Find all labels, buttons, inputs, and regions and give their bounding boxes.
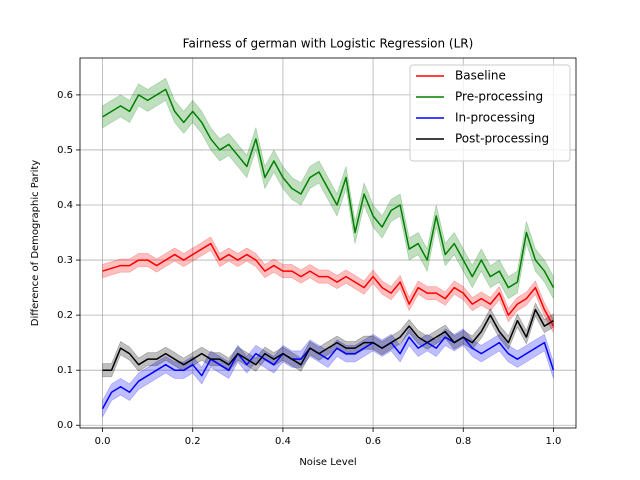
confidence-band [102, 328, 554, 418]
axes-frame [79, 57, 577, 429]
y-tick-label: 0.1 [57, 365, 73, 376]
confidence-band [102, 236, 554, 333]
confidence-band [102, 302, 554, 378]
legend-label: Post-processing [455, 132, 549, 146]
y-tick-label: 0.2 [57, 310, 73, 321]
series-line [102, 308, 554, 371]
x-tick-label: 0.4 [275, 436, 291, 447]
x-tick-label: 0.2 [185, 436, 201, 447]
y-tick-label: 0.6 [57, 90, 73, 101]
y-tick-label: 0.0 [57, 420, 73, 431]
legend-label: Baseline [455, 69, 506, 83]
y-axis-label: Difference of Demographic Parity [30, 160, 41, 327]
plot-area [80, 58, 576, 428]
series-line [102, 88, 555, 289]
y-tick-label: 0.5 [57, 145, 73, 156]
chart-title: Fairness of german with Logistic Regress… [183, 37, 474, 51]
x-tick-label: 0.6 [365, 436, 381, 447]
x-tick-label: 0.0 [95, 436, 111, 447]
y-tick-label: 0.3 [57, 255, 73, 266]
y-tick-label: 0.4 [57, 200, 73, 211]
series-line [101, 336, 555, 410]
x-tick-label: 0.8 [455, 436, 471, 447]
legend-label: In-processing [455, 111, 535, 125]
x-tick-label: 1.0 [546, 436, 562, 447]
legend-label: Pre-processing [455, 90, 543, 104]
series-line [102, 242, 555, 327]
legend-box [409, 64, 571, 162]
x-axis-label: Noise Level [299, 457, 356, 468]
